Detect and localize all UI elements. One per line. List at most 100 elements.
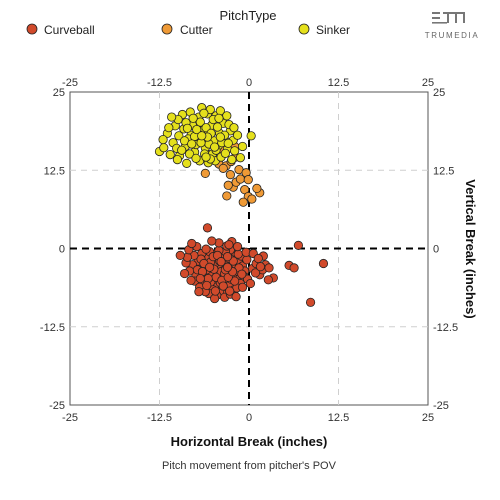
point-curveball[interactable] (179, 268, 190, 279)
point-curveball[interactable] (222, 252, 233, 262)
legend-item-curveball[interactable]: Curveball (26, 23, 95, 37)
point-curveball[interactable] (255, 262, 266, 272)
point-sinker[interactable] (172, 155, 182, 165)
point-sinker[interactable] (182, 158, 192, 168)
point-sinker[interactable] (223, 138, 233, 148)
point-sinker[interactable] (174, 131, 184, 141)
x-axis-title: Horizontal Break (inches) (171, 434, 328, 449)
point-sinker[interactable] (187, 139, 197, 149)
point-sinker[interactable] (232, 130, 243, 140)
x-tick-label-bottom: -12.5 (147, 412, 172, 424)
point-cutter[interactable] (243, 175, 253, 185)
legend-item-cutter[interactable]: Cutter (161, 23, 213, 37)
point-curveball[interactable] (263, 275, 273, 285)
point-curveball[interactable] (224, 240, 234, 250)
point-sinker[interactable] (158, 134, 168, 145)
point-sinker[interactable] (165, 150, 175, 160)
point-sinker[interactable] (164, 123, 174, 133)
point-sinker[interactable] (246, 131, 256, 141)
point-sinker[interactable] (230, 146, 240, 156)
point-sinker[interactable] (184, 149, 195, 159)
point-curveball[interactable] (210, 286, 220, 296)
x-tick-label-top: -12.5 (147, 77, 172, 89)
point-sinker[interactable] (214, 113, 224, 123)
legend-label-curveball: Curveball (44, 23, 95, 37)
point-cutter[interactable] (223, 180, 233, 190)
point-sinker[interactable] (191, 153, 201, 163)
point-curveball[interactable] (175, 250, 185, 260)
point-curveball[interactable] (264, 263, 274, 273)
legend-swatch-cutter (161, 23, 173, 35)
y-tick-label-right: -25 (433, 400, 449, 412)
point-sinker[interactable] (220, 148, 230, 158)
point-curveball[interactable] (237, 269, 247, 279)
y-tick-label-left: -12.5 (40, 322, 65, 334)
x-tick-labels-top: -25 -12.5 0 12.5 25 (62, 77, 434, 89)
y-axis-title: Vertical Break (inches) (463, 179, 478, 318)
point-sinker[interactable] (229, 123, 239, 133)
y-tick-label-left: 12.5 (44, 165, 65, 177)
point-sinker[interactable] (199, 108, 209, 118)
point-curveball[interactable] (195, 273, 205, 284)
x-tick-label-top: -25 (62, 77, 78, 89)
point-sinker[interactable] (192, 124, 202, 135)
point-sinker[interactable] (195, 117, 205, 127)
y-tick-label-right: 25 (433, 87, 445, 99)
point-sinker[interactable] (210, 142, 220, 152)
point-cutter[interactable] (218, 163, 228, 173)
point-curveball[interactable] (216, 257, 226, 267)
point-sinker[interactable] (182, 123, 193, 133)
point-sinker[interactable] (222, 111, 232, 121)
point-curveball[interactable] (232, 242, 243, 252)
point-curveball[interactable] (250, 268, 261, 278)
point-sinker[interactable] (237, 141, 248, 152)
point-curveball[interactable] (194, 287, 204, 297)
point-curveball[interactable] (231, 292, 241, 302)
point-curveball[interactable] (253, 253, 263, 264)
point-cutter[interactable] (252, 183, 262, 194)
point-sinker[interactable] (235, 153, 246, 163)
point-curveball[interactable] (305, 297, 316, 307)
brand-name: TRUMEDIA (425, 31, 480, 40)
x-tick-label-bottom: 25 (422, 412, 434, 424)
trumedia-logo: TRUMEDIA (425, 12, 480, 40)
chart-caption: Pitch movement from pitcher's POV (162, 460, 337, 472)
point-sinker[interactable] (159, 143, 169, 153)
point-curveball[interactable] (289, 263, 299, 273)
point-curveball[interactable] (245, 278, 256, 289)
point-curveball[interactable] (210, 293, 220, 304)
x-tick-label-top: 25 (422, 77, 434, 89)
point-sinker[interactable] (197, 131, 207, 141)
point-curveball[interactable] (207, 236, 217, 246)
point-sinker[interactable] (188, 113, 198, 123)
point-sinker[interactable] (177, 145, 187, 155)
point-curveball[interactable] (218, 281, 228, 291)
point-cutter[interactable] (225, 170, 235, 180)
point-curveball[interactable] (293, 240, 304, 250)
point-curveball[interactable] (222, 262, 233, 272)
point-sinker[interactable] (201, 152, 211, 162)
point-curveball[interactable] (237, 282, 248, 292)
point-cutter[interactable] (222, 191, 232, 201)
x-tick-labels-bottom: -25 -12.5 0 12.5 25 (62, 412, 434, 424)
legend-swatch-sinker (298, 23, 310, 35)
point-curveball[interactable] (225, 286, 235, 296)
point-curveball[interactable] (205, 262, 215, 272)
plot-area: -25 -12.5 0 12.5 25 -25 -12.5 0 12.5 25 -25 -12.5… (40, 77, 458, 424)
point-cutter[interactable] (247, 194, 257, 204)
point-curveball[interactable] (186, 275, 196, 286)
point-curveball[interactable] (318, 258, 329, 269)
point-sinker[interactable] (167, 112, 177, 122)
point-sinker[interactable] (227, 155, 237, 165)
point-curveball[interactable] (242, 255, 252, 265)
point-cutter[interactable] (238, 197, 248, 207)
point-curveball[interactable] (202, 280, 212, 291)
point-curveball[interactable] (202, 223, 213, 233)
legend-item-sinker[interactable]: Sinker (298, 23, 350, 37)
point-sinker[interactable] (215, 132, 225, 142)
point-sinker[interactable] (212, 122, 223, 132)
point-cutter[interactable] (200, 168, 210, 178)
point-curveball[interactable] (201, 244, 211, 254)
point-curveball[interactable] (187, 238, 197, 249)
